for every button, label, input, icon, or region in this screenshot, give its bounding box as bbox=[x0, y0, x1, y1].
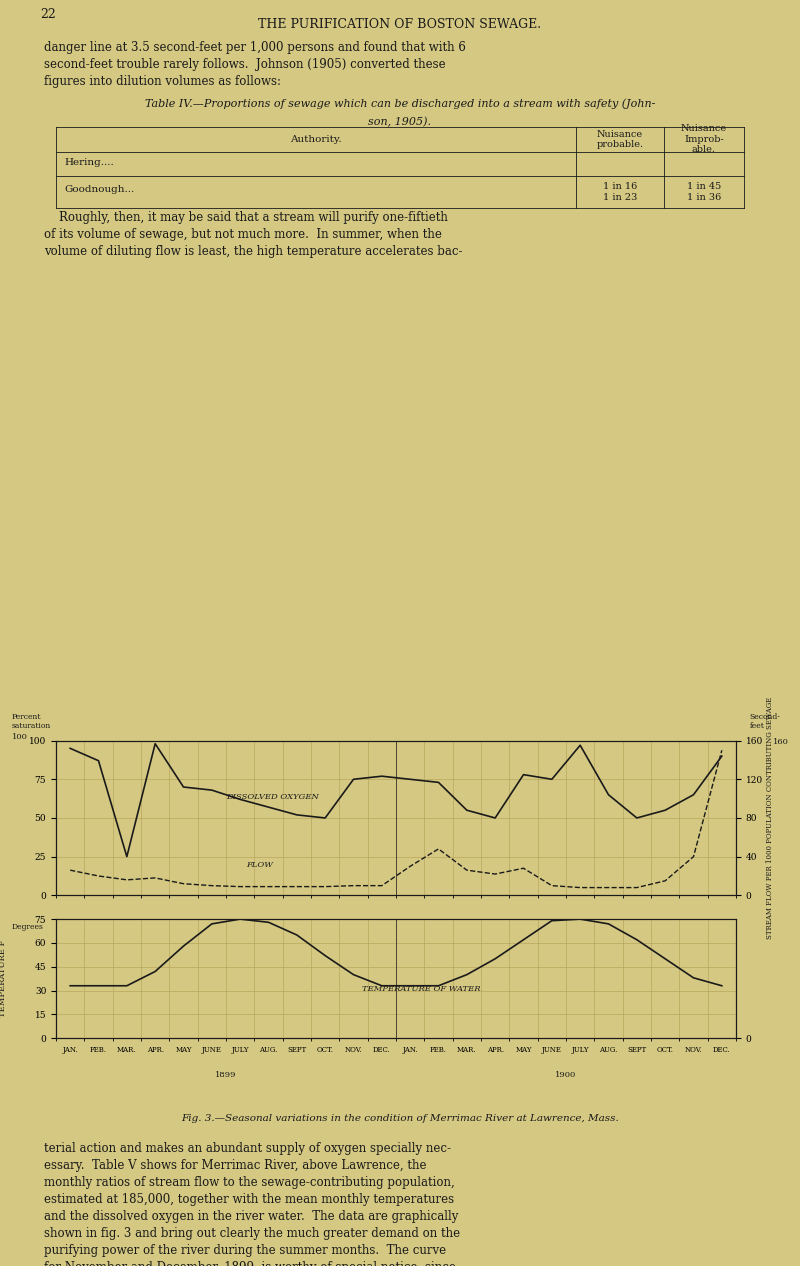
Text: Fig. 3.—Seasonal variations in the condition of Merrimac River at Lawrence, Mass: Fig. 3.—Seasonal variations in the condi… bbox=[181, 1114, 619, 1123]
Text: 100: 100 bbox=[12, 733, 28, 741]
Text: Roughly, then, it may be said that a stream will purify one-fiftieth
of its volu: Roughly, then, it may be said that a str… bbox=[44, 211, 462, 258]
Text: Nuisance
Improb-
able.: Nuisance Improb- able. bbox=[681, 124, 727, 154]
Text: TEMPERATURE OF WATER: TEMPERATURE OF WATER bbox=[362, 985, 481, 993]
Text: 1 in 45
1 in 36: 1 in 45 1 in 36 bbox=[687, 182, 721, 203]
Text: Percent
saturation: Percent saturation bbox=[12, 713, 51, 730]
Text: Second-
feet: Second- feet bbox=[750, 713, 781, 730]
Text: 1899: 1899 bbox=[215, 1071, 237, 1080]
Text: THE PURIFICATION OF BOSTON SEWAGE.: THE PURIFICATION OF BOSTON SEWAGE. bbox=[258, 18, 542, 30]
Text: 1900: 1900 bbox=[555, 1071, 577, 1080]
Y-axis label: TEMPERATURE F: TEMPERATURE F bbox=[0, 939, 7, 1018]
Text: danger line at 3.5 second-feet per 1,000 persons and found that with 6
second-fe: danger line at 3.5 second-feet per 1,000… bbox=[44, 41, 466, 87]
Text: Hering....: Hering.... bbox=[64, 157, 114, 167]
Text: Table IV.—Proportions of sewage which can be discharged into a stream with safet: Table IV.—Proportions of sewage which ca… bbox=[145, 99, 655, 109]
Text: FLOW: FLOW bbox=[246, 861, 274, 870]
Text: Nuisance
probable.: Nuisance probable. bbox=[597, 129, 643, 149]
Y-axis label: DISSOLVED OXYGEN: DISSOLVED OXYGEN bbox=[0, 771, 2, 865]
Text: 22: 22 bbox=[40, 8, 56, 20]
Y-axis label: STREAM FLOW PER 1000 POPULATION CONTRIBUTING SEWAGE: STREAM FLOW PER 1000 POPULATION CONTRIBU… bbox=[754, 857, 762, 1100]
Text: Authority.: Authority. bbox=[290, 134, 342, 144]
Text: 1 in 16
1 in 23: 1 in 16 1 in 23 bbox=[603, 182, 637, 203]
Text: son, 1905).: son, 1905). bbox=[369, 116, 431, 127]
Text: Goodnough...: Goodnough... bbox=[64, 185, 134, 195]
Y-axis label: STREAM FLOW PER 1000 POPULATION CONTRIBUTING SEWAGE: STREAM FLOW PER 1000 POPULATION CONTRIBU… bbox=[766, 696, 774, 939]
Text: DISSOLVED OXYGEN: DISSOLVED OXYGEN bbox=[226, 794, 319, 801]
Text: terial action and makes an abundant supply of oxygen specially nec-
essary.  Tab: terial action and makes an abundant supp… bbox=[44, 1142, 470, 1266]
Text: Degrees: Degrees bbox=[12, 923, 44, 932]
Text: 160: 160 bbox=[774, 738, 790, 746]
